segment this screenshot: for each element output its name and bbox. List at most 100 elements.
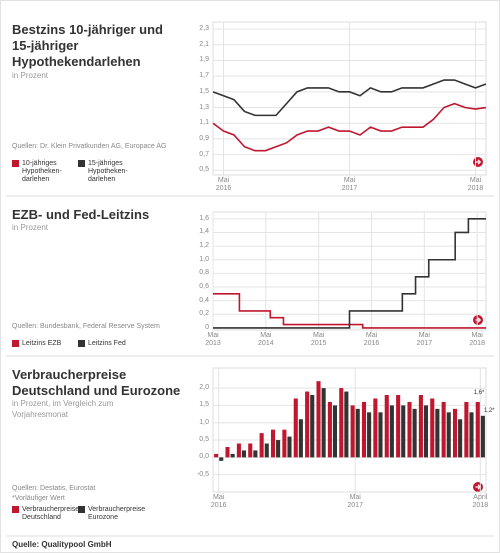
bar: [407, 401, 412, 458]
bar: [367, 412, 372, 458]
bar: [282, 429, 287, 458]
bar: [264, 443, 269, 458]
chart-subtitle: in Prozent: [12, 223, 49, 232]
legend-entry: 10-jähriges Hypotheken-darlehen: [12, 160, 77, 184]
bar: [321, 388, 326, 458]
legend-swatch: [78, 340, 85, 347]
y-tick-label: 1,5: [199, 401, 209, 409]
chart-title: Verbraucherpreise Deutschland und Eurozo…: [12, 367, 181, 398]
bar: [446, 412, 451, 458]
y-tick-label: 0,4: [199, 296, 209, 304]
chart-title: Bestzins 10-jähriger und 15-jähriger Hyp…: [12, 22, 163, 69]
x-tick-label: Mai 2015: [310, 332, 327, 347]
bar: [389, 405, 394, 458]
y-tick-label: 0,2: [199, 310, 209, 318]
bar: [412, 408, 417, 458]
x-tick-label: April 2018: [472, 494, 489, 509]
data-label: 1,2*: [483, 407, 495, 414]
y-tick-label: 0: [205, 323, 209, 331]
bar: [441, 401, 446, 458]
footer: Quelle: Qualitypool GmbH: [12, 540, 112, 549]
source: Quellen: Destatis, Eurostat: [12, 485, 96, 492]
bar: [452, 408, 458, 458]
data-label: 1,6*: [473, 389, 485, 396]
bar: [316, 381, 321, 458]
y-tick-label: 2,1: [199, 40, 209, 48]
y-tick-label: 1,4: [199, 228, 209, 236]
arrow-icon[interactable]: [473, 315, 483, 325]
y-tick-label: 1,1: [199, 119, 209, 127]
y-tick-label: 1,6: [199, 214, 209, 222]
bar: [287, 436, 292, 458]
y-tick-label: 0,8: [199, 269, 209, 277]
bar: [253, 450, 258, 458]
bar: [293, 398, 298, 458]
bar: [475, 401, 480, 458]
x-tick-label: Mai 2016: [215, 177, 232, 192]
legend-entry: Leitzins EZB: [12, 340, 77, 348]
y-tick-label: 0,6: [199, 283, 209, 291]
x-tick-label: Mai 2014: [258, 332, 274, 347]
series-line: [213, 293, 486, 329]
bar: [480, 415, 485, 458]
y-tick-label: 0,9: [199, 134, 209, 142]
bar: [339, 388, 344, 458]
bar: [298, 419, 303, 458]
legend-swatch: [12, 160, 19, 167]
x-tick-label: Mai 2018: [469, 332, 485, 347]
legend-swatch: [12, 340, 19, 347]
bar: [259, 433, 264, 458]
arrow-icon[interactable]: [473, 157, 483, 167]
bar: [230, 453, 235, 458]
bar: [378, 412, 383, 458]
bar: [225, 446, 230, 458]
y-tick-label: 1,7: [199, 72, 209, 80]
x-tick-label: Mai 2013: [205, 332, 221, 347]
bar: [469, 412, 474, 458]
y-tick-label: 1,2: [199, 242, 209, 250]
bar: [418, 395, 423, 458]
x-tick-label: Mai 2016: [210, 494, 227, 509]
y-tick-label: 0,5: [199, 166, 209, 174]
x-tick-label: Mai 2016: [363, 332, 380, 347]
y-tick-label: 1,9: [199, 56, 209, 64]
legend-entry: Leitzins Fed: [78, 340, 143, 348]
legend-entry: 15-jähriges Hypotheken-darlehen: [78, 160, 143, 184]
x-tick-label: Mai 2017: [416, 332, 433, 347]
bar: [350, 405, 355, 458]
chart-subtitle: in Prozent: [12, 71, 49, 80]
legend-entry: Verbraucherpreise Deutschland: [12, 506, 79, 522]
legend-swatch: [78, 506, 85, 513]
bar: [219, 457, 224, 461]
y-tick-label: 1,5: [199, 87, 209, 95]
bar: [327, 401, 332, 458]
bar: [355, 408, 360, 458]
bar: [464, 401, 469, 458]
bar: [435, 408, 440, 458]
bar: [396, 395, 401, 458]
x-tick-label: Mai 2017: [341, 177, 358, 192]
y-tick-label: 1,0: [199, 418, 209, 426]
bar: [373, 398, 378, 458]
bar: [214, 453, 219, 458]
bar: [248, 443, 253, 458]
chart-subtitle: in Prozent, im Vergleich zum Vorjahresmo…: [12, 399, 114, 419]
y-tick-label: 1,3: [199, 103, 209, 111]
y-tick-label: 2,3: [199, 25, 209, 33]
bar: [423, 405, 429, 458]
bar: [310, 395, 315, 458]
bar: [236, 443, 241, 458]
bar: [361, 401, 367, 458]
series-line: [212, 102, 487, 152]
y-tick-label: 1,0: [199, 255, 209, 263]
bar: [430, 398, 435, 458]
series-line: [213, 218, 486, 329]
series-line: [212, 79, 487, 117]
arrow-icon[interactable]: [473, 482, 483, 492]
legend-swatch: [78, 160, 85, 167]
source: Quellen: Bundesbank, Federal Reserve Sys…: [12, 323, 160, 330]
y-tick-label: 2,0: [199, 384, 209, 392]
bar: [276, 440, 281, 458]
source: Quellen: Dr. Klein Privatkunden AG, Euro…: [12, 143, 167, 150]
